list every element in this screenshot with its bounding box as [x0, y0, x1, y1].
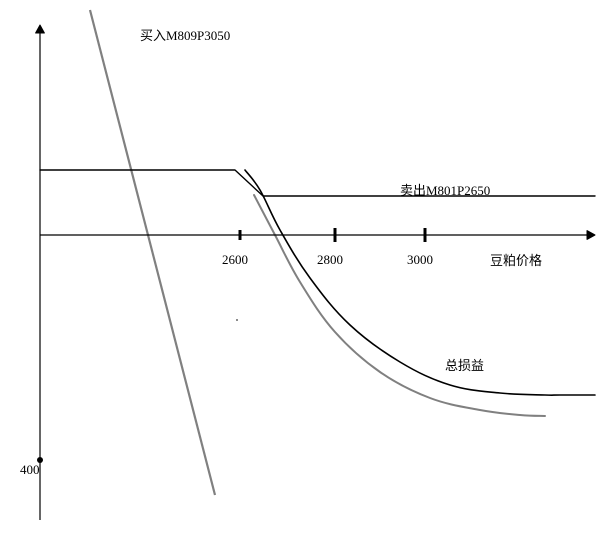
- series-sell_put: [40, 170, 595, 196]
- x-tick-label-2600: 2600: [222, 252, 248, 268]
- x-axis-label: 豆粕价格: [490, 250, 542, 269]
- y-tick-400-label: 400: [20, 462, 40, 478]
- series-total_black: [245, 170, 595, 395]
- y-axis-arrow: [36, 25, 45, 33]
- total-label: 总损益: [445, 355, 484, 374]
- series-buy_put: [90, 10, 215, 495]
- series-total_gray: [254, 195, 545, 416]
- stray-dot: [236, 319, 238, 321]
- sell-put-label: 卖出M801P2650: [400, 180, 490, 199]
- x-tick-label-2800: 2800: [317, 252, 343, 268]
- x-axis-arrow: [587, 231, 595, 240]
- x-tick-label-3000: 3000: [407, 252, 433, 268]
- buy-put-label: 买入M809P3050: [140, 25, 230, 44]
